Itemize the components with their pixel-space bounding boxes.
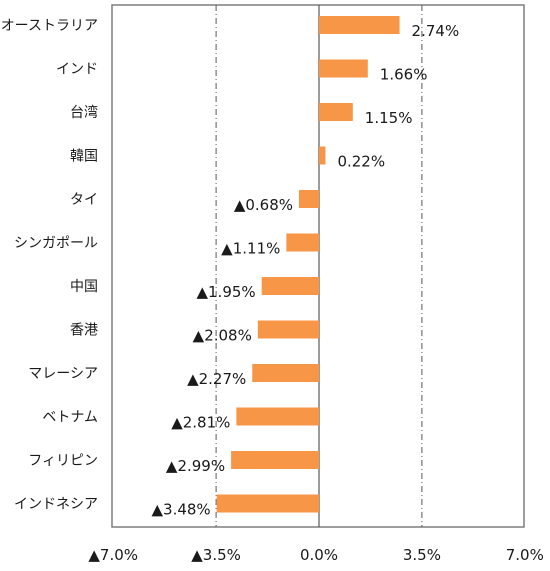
- category-label: 韓国: [70, 149, 98, 165]
- category-label: 香港: [70, 323, 98, 339]
- category-label: 台湾: [70, 104, 98, 121]
- value-label: ▲2.08%: [193, 327, 252, 345]
- category-label: マレーシア: [28, 366, 98, 382]
- value-label: ▲1.11%: [221, 240, 280, 258]
- category-label: インド: [56, 62, 98, 78]
- category-label: タイ: [70, 192, 98, 208]
- value-label: 2.74%: [412, 22, 460, 40]
- bar: [231, 451, 319, 469]
- bar: [257, 320, 319, 339]
- bar: [319, 146, 326, 165]
- category-label: フィリピン: [28, 453, 98, 469]
- x-tick-label: 0.0%: [300, 546, 338, 564]
- plot-frame: [111, 4, 525, 528]
- category-label: シンガポール: [14, 236, 98, 252]
- bar: [252, 364, 319, 382]
- value-label: ▲2.81%: [171, 414, 230, 432]
- bar: [319, 103, 353, 121]
- bar: [261, 277, 319, 295]
- value-label: ▲0.68%: [234, 196, 293, 214]
- x-tick-label: ▲7.0%: [88, 546, 138, 564]
- value-label: ▲2.99%: [166, 457, 225, 475]
- x-tick-label: ▲3.5%: [191, 546, 241, 564]
- category-label: ベトナム: [42, 410, 98, 426]
- value-label: ▲2.27%: [187, 370, 246, 388]
- x-tick-label: 3.5%: [403, 546, 441, 564]
- category-label: インドネシア: [14, 497, 98, 513]
- bar: [319, 59, 368, 78]
- x-tick-label: 7.0%: [506, 546, 544, 564]
- category-label: オーストラリア: [1, 18, 98, 34]
- bar: [236, 407, 319, 426]
- value-label: ▲1.95%: [196, 283, 255, 301]
- bar: [286, 233, 319, 252]
- value-label: 0.22%: [337, 153, 385, 171]
- value-label: ▲3.48%: [152, 501, 211, 519]
- value-label: 1.15%: [365, 109, 413, 127]
- bar: [319, 16, 400, 34]
- bar: [299, 190, 319, 208]
- bar: [216, 494, 319, 513]
- value-label: 1.66%: [380, 66, 428, 84]
- category-label: 中国: [70, 279, 98, 295]
